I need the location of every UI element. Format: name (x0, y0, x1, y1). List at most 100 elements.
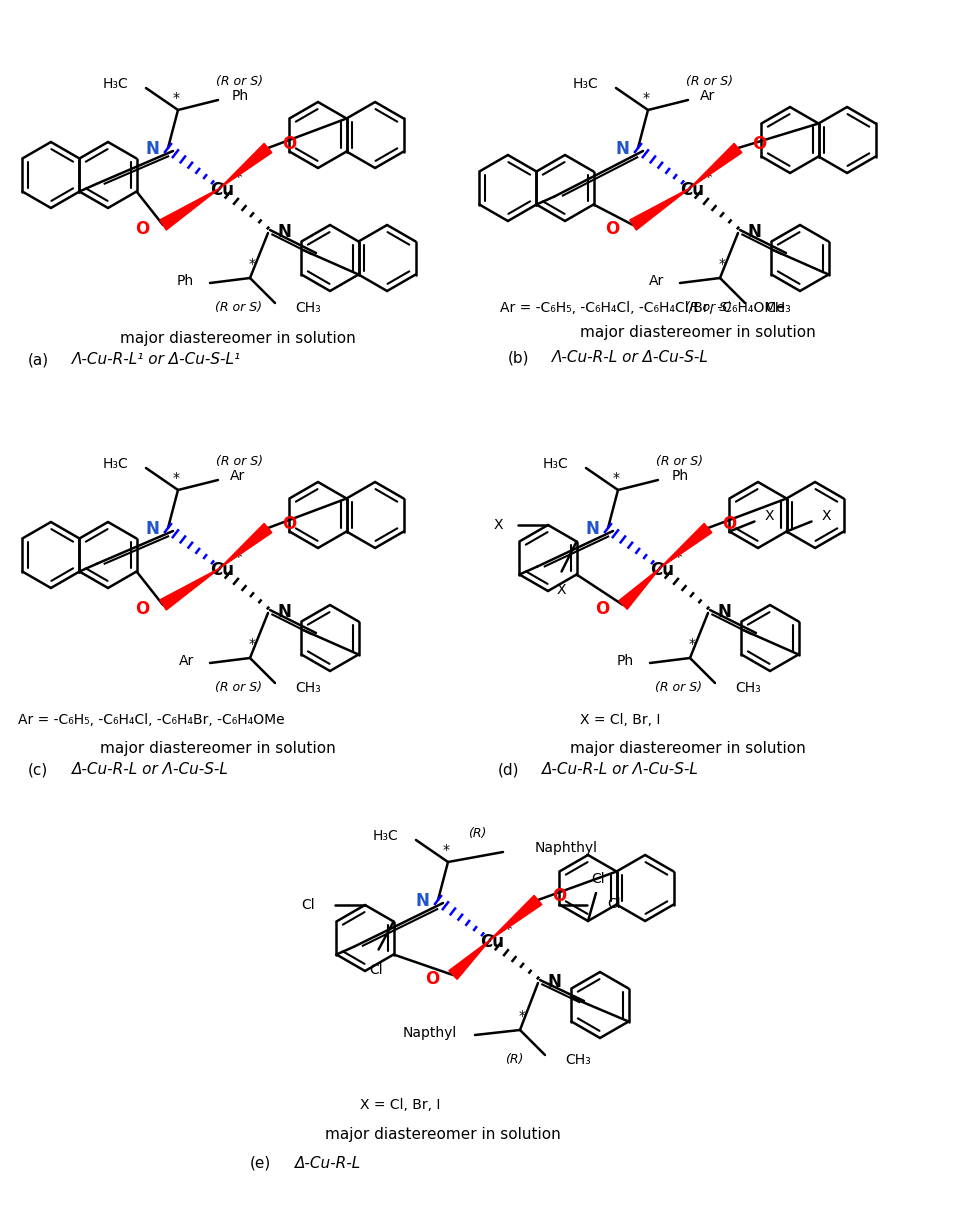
Text: (c): (c) (28, 762, 48, 778)
Text: O: O (424, 970, 439, 989)
Text: *: * (234, 170, 242, 185)
Text: X = Cl, Br, I: X = Cl, Br, I (580, 713, 661, 726)
Text: N: N (718, 603, 732, 621)
Text: CH₃: CH₃ (295, 301, 321, 315)
Text: Λ-Cu-R-L¹ or Δ-Cu-S-L¹: Λ-Cu-R-L¹ or Δ-Cu-S-L¹ (72, 353, 241, 367)
Text: *: * (172, 91, 179, 105)
Text: Δ-Cu-R-L: Δ-Cu-R-L (295, 1155, 361, 1171)
Text: *: * (704, 170, 712, 185)
Text: Λ-Cu-R-L or Δ-Cu-S-L: Λ-Cu-R-L or Δ-Cu-S-L (552, 350, 709, 365)
Text: *: * (518, 1009, 525, 1023)
Text: CH₃: CH₃ (295, 681, 321, 695)
Text: major diastereomer in solution: major diastereomer in solution (120, 331, 356, 345)
Text: (R or S): (R or S) (685, 301, 732, 315)
Text: O: O (595, 600, 609, 617)
Text: O: O (722, 514, 736, 533)
Polygon shape (449, 940, 490, 979)
Text: N: N (145, 140, 159, 158)
Text: Naphthyl: Naphthyl (535, 842, 598, 855)
Text: (R or S): (R or S) (215, 301, 262, 315)
Text: (R or S): (R or S) (216, 456, 263, 468)
Text: X: X (493, 518, 503, 532)
Text: *: * (689, 637, 696, 650)
Text: N: N (278, 223, 292, 241)
Text: Δ-Cu-R-L or Λ-Cu-S-L: Δ-Cu-R-L or Λ-Cu-S-L (72, 762, 229, 778)
Polygon shape (490, 895, 542, 940)
Text: O: O (282, 135, 297, 153)
Text: Cu: Cu (680, 181, 704, 198)
Text: Cu: Cu (650, 561, 674, 579)
Text: *: * (172, 470, 179, 485)
Text: (R or S): (R or S) (216, 76, 263, 88)
Text: Ar: Ar (700, 89, 715, 103)
Text: *: * (504, 922, 512, 937)
Text: (R): (R) (505, 1054, 523, 1067)
Text: X = Cl, Br, I: X = Cl, Br, I (360, 1098, 440, 1112)
Text: Δ-Cu-R-L or Λ-Cu-S-L: Δ-Cu-R-L or Λ-Cu-S-L (542, 762, 699, 778)
Polygon shape (630, 187, 690, 230)
Text: major diastereomer in solution: major diastereomer in solution (100, 740, 335, 756)
Text: O: O (282, 514, 297, 533)
Text: major diastereomer in solution: major diastereomer in solution (570, 740, 806, 756)
Text: (b): (b) (508, 350, 529, 365)
Polygon shape (690, 143, 742, 187)
Text: *: * (234, 550, 242, 566)
Text: Ar: Ar (230, 469, 245, 483)
Text: N: N (615, 140, 629, 158)
Text: CH₃: CH₃ (735, 681, 761, 695)
Text: *: * (612, 470, 619, 485)
Text: *: * (674, 550, 682, 566)
Text: O: O (135, 600, 149, 617)
Text: *: * (718, 257, 726, 271)
Text: (d): (d) (498, 762, 519, 778)
Text: X: X (822, 510, 831, 523)
Text: Cl: Cl (591, 872, 605, 886)
Text: N: N (278, 603, 292, 621)
Text: Cl: Cl (608, 898, 621, 911)
Text: Ph: Ph (617, 654, 634, 668)
Text: (e): (e) (250, 1155, 271, 1171)
Text: (R or S): (R or S) (655, 681, 702, 695)
Text: Ph: Ph (672, 469, 689, 483)
Text: Ar = -C₆H₅, -C₆H₄Cl, -C₆H₄Br, -C₆H₄OMe: Ar = -C₆H₅, -C₆H₄Cl, -C₆H₄Br, -C₆H₄OMe (18, 713, 285, 726)
Text: CH₃: CH₃ (765, 301, 791, 315)
Text: Cu: Cu (210, 181, 234, 198)
Text: O: O (752, 135, 766, 153)
Text: major diastereomer in solution: major diastereomer in solution (325, 1127, 561, 1143)
Text: H₃C: H₃C (543, 457, 568, 470)
Text: *: * (248, 257, 256, 271)
Text: (a): (a) (28, 353, 49, 367)
Text: N: N (548, 973, 562, 991)
Text: Ar: Ar (178, 654, 194, 668)
Text: *: * (248, 637, 256, 650)
Text: Cl: Cl (369, 963, 383, 976)
Polygon shape (220, 523, 272, 568)
Text: N: N (145, 519, 159, 538)
Text: O: O (552, 887, 566, 905)
Text: X: X (765, 510, 774, 523)
Text: H₃C: H₃C (103, 77, 128, 91)
Text: H₃C: H₃C (372, 829, 398, 843)
Text: Cu: Cu (480, 933, 504, 951)
Text: (R): (R) (468, 828, 486, 840)
Text: major diastereomer in solution: major diastereomer in solution (580, 326, 816, 341)
Text: (R or S): (R or S) (656, 456, 703, 468)
Text: CH₃: CH₃ (565, 1054, 591, 1067)
Text: Ph: Ph (177, 274, 194, 288)
Text: H₃C: H₃C (573, 77, 598, 91)
Polygon shape (619, 568, 660, 609)
Polygon shape (160, 568, 220, 610)
Text: O: O (605, 220, 619, 238)
Text: (R or S): (R or S) (686, 76, 733, 88)
Polygon shape (220, 143, 272, 187)
Text: Ar: Ar (649, 274, 664, 288)
Text: *: * (642, 91, 649, 105)
Text: *: * (443, 843, 450, 858)
Text: N: N (585, 519, 599, 538)
Text: O: O (135, 220, 149, 238)
Text: H₃C: H₃C (103, 457, 128, 470)
Text: (R or S): (R or S) (215, 681, 262, 695)
Text: X: X (557, 583, 566, 597)
Polygon shape (160, 187, 220, 230)
Text: Ph: Ph (232, 89, 249, 103)
